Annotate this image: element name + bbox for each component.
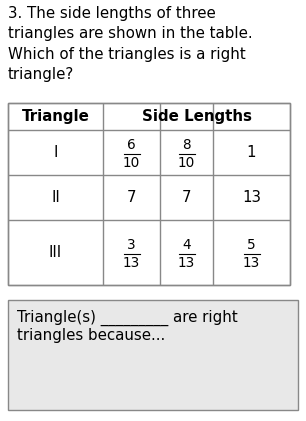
Bar	[8, 103, 290, 285]
Text: Side Lengths: Side Lengths	[141, 109, 252, 124]
Text: III: III	[49, 245, 62, 260]
Text: 4: 4	[182, 238, 191, 252]
Text: 13: 13	[243, 256, 260, 270]
Text: 8: 8	[182, 138, 191, 152]
Text: 3: 3	[127, 238, 136, 252]
Text: 10: 10	[123, 156, 140, 170]
Text: 3. The side lengths of three
triangles are shown in the table.
Which of the tria: 3. The side lengths of three triangles a…	[8, 6, 253, 82]
Text: 13: 13	[178, 256, 195, 270]
Text: 10: 10	[178, 156, 195, 170]
Bar	[8, 300, 298, 410]
Text: Triangle: Triangle	[21, 109, 89, 124]
Text: Triangle(s) _________ are right: Triangle(s) _________ are right	[17, 310, 238, 326]
Text: 13: 13	[123, 256, 140, 270]
Text: 6: 6	[127, 138, 136, 152]
Text: I: I	[53, 145, 58, 160]
Text: 5: 5	[247, 238, 256, 252]
Text: 13: 13	[242, 190, 261, 205]
Text: 7: 7	[127, 190, 136, 205]
Text: II: II	[51, 190, 60, 205]
Text: triangles because...: triangles because...	[17, 328, 165, 343]
Text: 7: 7	[182, 190, 191, 205]
Text: 1: 1	[247, 145, 256, 160]
